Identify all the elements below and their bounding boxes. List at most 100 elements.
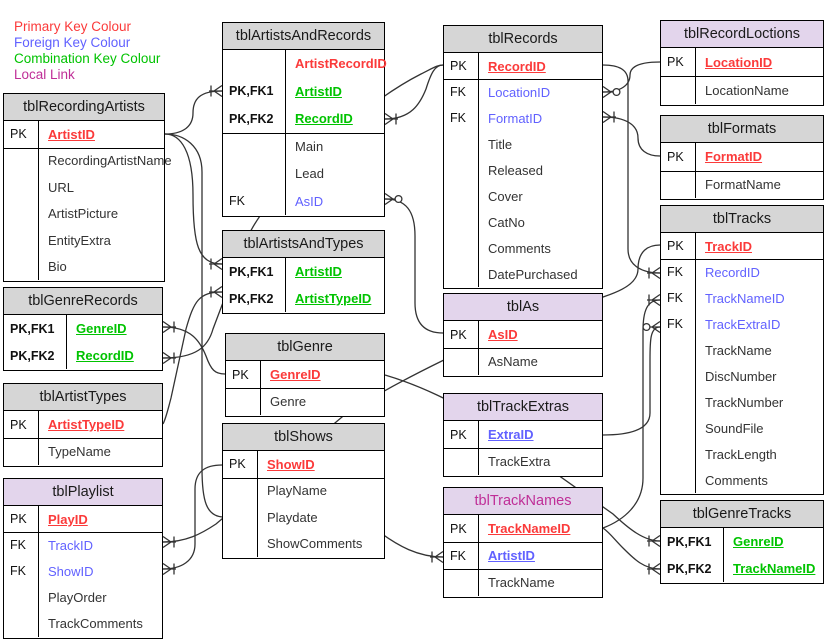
table-tblGenre[interactable]: tblGenre PK GenreID Genre <box>225 333 385 417</box>
field-row-tblRecords-Released: Released <box>444 157 602 183</box>
field-row-tblGenre-Genre: Genre <box>226 388 384 415</box>
key-label <box>226 388 260 415</box>
key-label <box>444 209 478 235</box>
field-name: ArtistPicture <box>38 200 164 227</box>
field-name: PlayName <box>257 477 384 504</box>
key-label: PK <box>667 239 684 253</box>
relationship-tblFormats.FormatID-to-tblRecords.FormatID <box>602 110 661 157</box>
legend-item-primary_key: Primary Key Colour <box>14 19 132 34</box>
key-label: FK <box>450 548 466 563</box>
key-label: PK <box>232 367 249 382</box>
field-name: Comments <box>695 467 823 493</box>
field-row-tblTracks-TrackNumber: TrackNumber <box>661 389 823 415</box>
key-label <box>223 504 257 531</box>
key-label: FK <box>229 194 245 209</box>
field-name: FormatID <box>478 105 602 131</box>
table-tblArtistTypes[interactable]: tblArtistTypes PK ArtistTypeID TypeName <box>3 383 163 467</box>
field-name: TypeName <box>38 438 162 465</box>
relationship-tblShows.ShowID-to-tblPlaylist.ShowID <box>162 464 223 576</box>
relationship-tblTrackNames.TrackNameID-to-tblGenreTracks.TrackNameID <box>602 527 661 576</box>
table-tblAs[interactable]: tblAs PK AsID AsName <box>443 293 603 377</box>
table-tblTracks[interactable]: tblTracks PK TrackID FK RecordID FK TrackNameI… <box>660 205 824 495</box>
field-row-tblRecords-Title: Title <box>444 131 602 157</box>
field-name: TrackLength <box>695 441 823 467</box>
table-tblTrackExtras[interactable]: tblTrackExtras PK ExtraID TrackExtra <box>443 393 603 477</box>
key-label <box>223 50 285 78</box>
field-name: PlayOrder <box>38 584 162 611</box>
table-tblArtistsAndRecords[interactable]: tblArtistsAndRecords ArtistRecordID PK,FK1… <box>222 22 387 217</box>
field-name: ArtistID <box>285 258 384 285</box>
field-row-tblArtistsAndTypes-ArtistTypeID: PK,FK2 ArtistTypeID <box>223 285 384 312</box>
key-label <box>661 441 695 467</box>
table-title-tblTrackExtras: tblTrackExtras <box>444 394 602 421</box>
field-name: LocationID <box>695 48 823 76</box>
field-name: URL <box>38 174 164 201</box>
key-label: FK <box>667 317 683 331</box>
table-tblRecords[interactable]: tblRecords PK RecordID FK LocationID FK Format… <box>443 25 603 289</box>
field-name: EntityExtra <box>38 227 164 254</box>
field-row-tblRecords-LocationID: FK LocationID <box>444 79 602 105</box>
field-row-tblAs-AsID: PK AsID <box>444 321 602 348</box>
field-row-tblRecordingArtists-Bio: Bio <box>4 253 164 280</box>
table-tblRecordingArtists[interactable]: tblRecordingArtists PK ArtistID RecordingAr… <box>3 93 172 282</box>
field-name: AsID <box>478 321 602 348</box>
field-row-tblRecords-FormatID: FK FormatID <box>444 105 602 131</box>
table-tblGenreTracks[interactable]: tblGenreTracks PK,FK1 GenreID PK,FK2 TrackNa… <box>660 500 824 584</box>
key-label: FK <box>10 538 26 553</box>
field-row-tblTracks-RecordID: FK RecordID <box>661 259 823 285</box>
key-label: PK <box>10 417 27 432</box>
key-label: FK <box>10 564 26 579</box>
table-tblTrackNames[interactable]: tblTrackNames PK TrackNameID FK ArtistID Trac… <box>443 487 603 598</box>
field-row-tblTracks-TrackNameID: FK TrackNameID <box>661 285 823 311</box>
field-name: Comments <box>478 235 602 261</box>
field-row-tblRecords-Comments: Comments <box>444 235 602 261</box>
relationship-tblAs.AsID-to-tblArtistsAndRecords.AsID <box>384 192 444 334</box>
table-tblPlaylist[interactable]: tblPlaylist PK PlayID FK TrackID FK ShowID Play… <box>3 478 163 639</box>
field-row-tblShows-ShowID: PK ShowID <box>223 451 384 478</box>
table-tblShows[interactable]: tblShows PK ShowID PlayName Playdate ShowComm… <box>222 423 385 559</box>
key-label: PK,FK1 <box>229 84 274 99</box>
field-name: TrackNumber <box>695 389 823 415</box>
field-name: Title <box>478 131 602 157</box>
key-label: PK,FK2 <box>229 291 274 306</box>
key-label <box>661 76 695 104</box>
field-row-tblTrackNames-TrackNameID: PK TrackNameID <box>444 515 602 542</box>
field-name: TrackID <box>38 532 162 559</box>
relationship-tblGenre.GenreID-to-tblGenreRecords.GenreID <box>162 320 226 375</box>
field-row-tblArtistsAndRecords-RecordID: PK,FK2 RecordID <box>223 105 384 133</box>
field-row-tblPlaylist-TrackComments: TrackComments <box>4 610 162 637</box>
key-label <box>4 201 38 228</box>
table-tblGenreRecords[interactable]: tblGenreRecords PK,FK1 GenreID PK,FK2 Record… <box>3 287 163 371</box>
relationship-tblTrackNames.TrackNameID-to-tblTracks.TrackNameID <box>602 293 661 529</box>
table-tblFormats[interactable]: tblFormats PK FormatID FormatName <box>660 115 824 200</box>
field-name: RecordID <box>66 342 162 369</box>
key-label <box>661 389 695 415</box>
relationship-tblRecordingArtists.ArtistID-to-tblArtistsAndRecords.ArtistID <box>164 84 223 135</box>
field-name: ArtistTypeID <box>38 411 162 438</box>
field-row-tblTracks-SoundFile: SoundFile <box>661 415 823 441</box>
field-row-tblShows-PlayName: PlayName <box>223 477 384 504</box>
table-tblArtistsAndTypes[interactable]: tblArtistsAndTypes PK,FK1 ArtistID PK,FK2 Ar… <box>222 230 385 314</box>
row-divider <box>4 147 164 149</box>
key-label <box>444 183 478 209</box>
field-name: LocationName <box>695 76 823 104</box>
field-row-tblTracks-TrackLength: TrackLength <box>661 441 823 467</box>
field-row-tblPlaylist-PlayOrder: PlayOrder <box>4 584 162 611</box>
field-row-tblArtistsAndRecords-Lead: Lead <box>223 160 384 188</box>
key-label: PK,FK2 <box>229 111 274 126</box>
key-label: FK <box>450 85 466 99</box>
relationship-tblRecordingArtists.ArtistID-to-tblTrackNames.ArtistID <box>164 133 444 564</box>
key-label: PK <box>450 327 467 342</box>
table-title-tblArtistsAndTypes: tblArtistsAndTypes <box>223 231 384 258</box>
field-name: TrackNameID <box>695 285 823 311</box>
key-label: PK <box>10 127 27 142</box>
key-label <box>661 415 695 441</box>
field-name: FormatName <box>695 170 823 198</box>
key-label <box>223 133 285 161</box>
field-name: GenreID <box>723 528 823 555</box>
key-label: PK <box>229 457 246 472</box>
field-name: TrackNameID <box>478 515 602 542</box>
field-row-tblRecordLoctions-LocationName: LocationName <box>661 76 823 104</box>
table-tblRecordLoctions[interactable]: tblRecordLoctions PK LocationID LocationNam… <box>660 20 824 106</box>
field-name: ShowComments <box>257 530 384 557</box>
